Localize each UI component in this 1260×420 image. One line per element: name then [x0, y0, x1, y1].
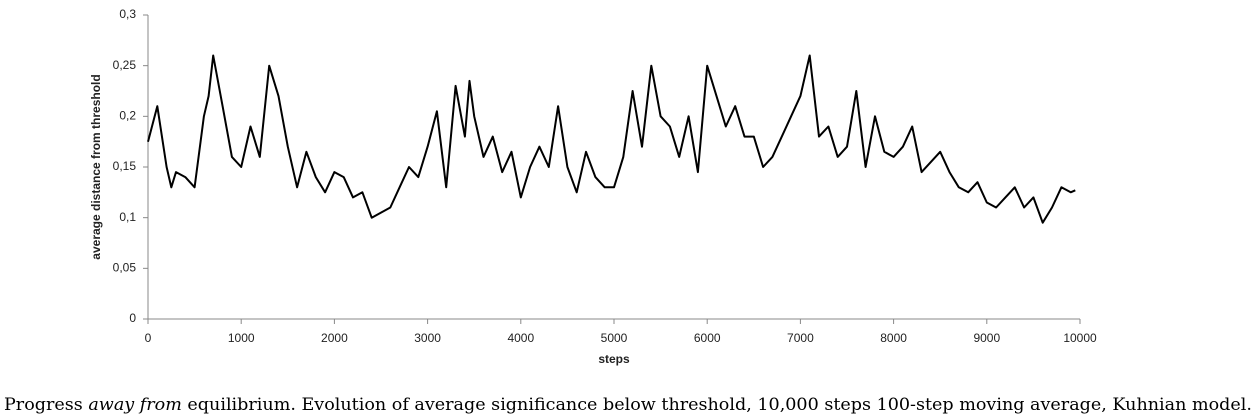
caption-text: Progress — [4, 395, 88, 415]
y-tick-label: 0,15 — [113, 159, 137, 173]
x-tick-label: 10000 — [1063, 331, 1097, 345]
x-tick-label: 4000 — [507, 331, 534, 345]
x-tick-label: 5000 — [601, 331, 628, 345]
x-tick-label: 1000 — [228, 331, 255, 345]
caption-emphasis: away from — [88, 395, 182, 415]
x-tick-label: 7000 — [787, 331, 814, 345]
x-tick-label: 8000 — [880, 331, 907, 345]
x-axis-title: steps — [598, 352, 630, 366]
x-tick-label: 6000 — [694, 331, 721, 345]
y-tick-label: 0,05 — [113, 261, 137, 275]
y-tick-label: 0,1 — [119, 210, 136, 224]
x-tick-label: 2000 — [321, 331, 348, 345]
y-tick-label: 0,2 — [119, 109, 136, 123]
data-line — [147, 54, 1076, 224]
y-tick-label: 0 — [129, 311, 136, 325]
x-tick-label: 3000 — [414, 331, 441, 345]
y-tick-label: 0,25 — [113, 58, 137, 72]
x-tick-label: 9000 — [973, 331, 1000, 345]
y-tick-label: 0,3 — [119, 7, 136, 21]
x-tick-label: 0 — [145, 331, 152, 345]
y-axis-title: average distance from threshold — [89, 74, 103, 259]
caption-text: equilibrium. Evolution of average signif… — [182, 395, 1252, 415]
caption: Progress away from equilibrium. Evolutio… — [4, 395, 1252, 415]
